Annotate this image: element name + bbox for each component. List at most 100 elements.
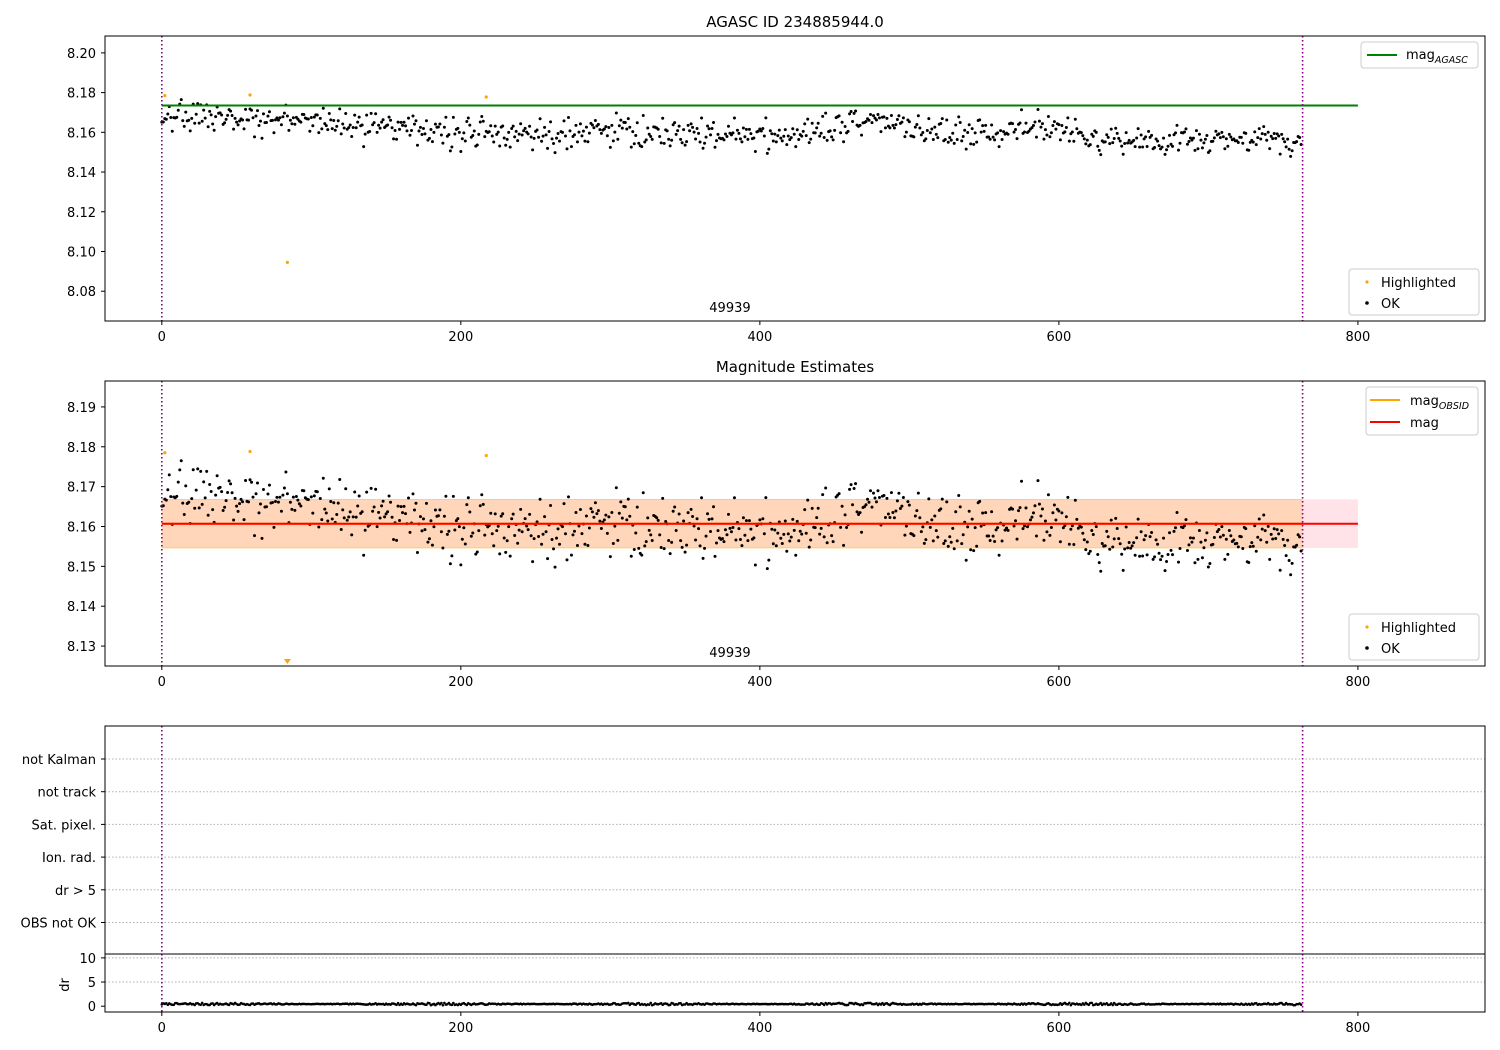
ok-point: [725, 134, 729, 138]
ok-point: [244, 107, 248, 111]
ok-point: [970, 517, 974, 521]
ok-point: [1171, 553, 1175, 557]
ok-point: [266, 114, 270, 118]
ok-point: [927, 497, 931, 501]
ok-point: [625, 127, 629, 131]
ok-point: [1259, 538, 1263, 542]
ok-point: [1150, 531, 1154, 535]
y-tick-label: 8.17: [67, 481, 96, 496]
ok-point: [904, 524, 908, 528]
ok-point: [991, 135, 995, 139]
ok-point: [469, 534, 473, 538]
ok-point: [1257, 127, 1261, 131]
ok-point: [656, 127, 660, 131]
ok-point: [287, 128, 291, 132]
ok-point: [846, 129, 850, 133]
ok-point: [1115, 131, 1119, 135]
ok-point: [411, 492, 415, 496]
ok-point: [267, 110, 271, 114]
ok-point: [1287, 558, 1291, 562]
ok-point: [293, 122, 297, 126]
ok-point: [436, 125, 440, 129]
ok-point: [831, 540, 835, 544]
ok-point: [187, 118, 191, 122]
ok-point: [683, 143, 687, 147]
flag-label: Ion. rad.: [42, 851, 96, 866]
ok-point: [961, 533, 965, 537]
ok-point: [164, 117, 168, 121]
dr-point: [450, 1003, 454, 1007]
ok-point: [934, 132, 938, 136]
ok-point: [1011, 507, 1015, 511]
ok-point: [230, 113, 234, 117]
ok-point: [1106, 135, 1110, 139]
ok-point: [732, 496, 736, 500]
highlighted-point: [484, 95, 488, 99]
ok-point: [374, 487, 378, 491]
axes-frame: [104, 380, 1486, 667]
ok-point: [1156, 139, 1160, 143]
ok-point: [1015, 537, 1019, 541]
ok-point: [874, 118, 878, 122]
ok-point: [813, 131, 817, 135]
ok-point: [830, 135, 834, 139]
ok-point: [1251, 140, 1255, 144]
ok-point: [797, 539, 801, 543]
ok-point: [1196, 147, 1200, 151]
ok-point: [566, 116, 570, 120]
ok-point: [1289, 154, 1293, 158]
ok-point: [218, 485, 222, 489]
ok-point: [490, 134, 494, 138]
ok-point: [643, 140, 647, 144]
ok-point: [816, 506, 820, 510]
ok-point: [1144, 135, 1148, 139]
ok-point: [1290, 561, 1294, 565]
ok-point: [792, 132, 796, 136]
dr-point: [637, 1001, 641, 1005]
ok-point: [415, 551, 419, 555]
ok-point: [1040, 507, 1044, 511]
ok-point: [752, 136, 756, 140]
ok-point: [803, 508, 807, 512]
ok-point: [813, 526, 817, 530]
ok-point: [1091, 134, 1095, 138]
ok-point: [215, 474, 219, 478]
ok-point: [200, 502, 204, 506]
ok-point: [329, 499, 333, 503]
ok-point: [894, 509, 898, 513]
ok-point: [1274, 537, 1278, 541]
ok-point: [794, 553, 798, 557]
ok-point: [517, 528, 521, 532]
ok-point: [741, 516, 745, 520]
ok-point: [782, 134, 786, 138]
ok-point: [529, 135, 533, 139]
ok-point: [555, 536, 559, 540]
ok-point: [997, 145, 1001, 149]
ok-point: [278, 116, 282, 120]
ok-point: [169, 495, 173, 499]
ok-point: [562, 119, 566, 123]
ok-point: [429, 127, 433, 131]
ok-point: [561, 130, 565, 134]
ok-point: [770, 132, 774, 136]
ok-point: [964, 147, 968, 151]
ok-point: [317, 525, 321, 529]
ok-point: [1058, 540, 1062, 544]
ok-point: [457, 130, 461, 134]
ok-point: [891, 511, 895, 515]
y-tick-label: 8.12: [67, 206, 96, 221]
ok-point: [897, 114, 901, 118]
ok-point: [723, 528, 727, 532]
ok-point: [441, 141, 445, 145]
ok-point: [377, 510, 381, 514]
ok-point: [975, 140, 979, 144]
ok-point: [535, 520, 539, 524]
ok-point: [182, 124, 186, 128]
ok-point: [260, 536, 264, 540]
ok-point: [574, 510, 578, 514]
ok-point: [1153, 145, 1157, 149]
ok-point: [1042, 137, 1046, 141]
ok-point: [516, 541, 520, 545]
legend-label-main: mag: [1410, 394, 1439, 409]
ok-point: [924, 137, 928, 141]
